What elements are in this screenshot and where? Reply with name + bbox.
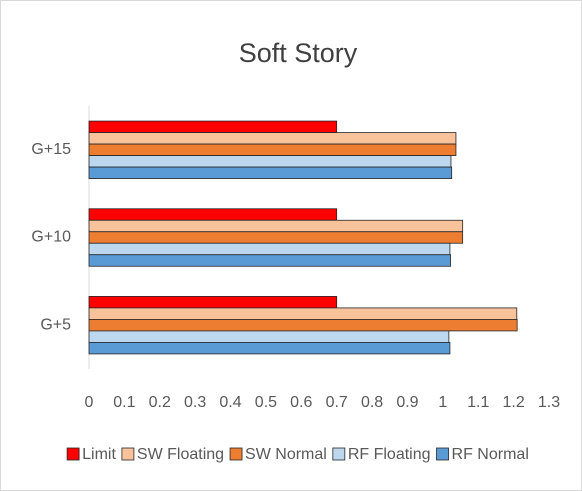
x-tick-label: 0.8 [361,394,383,411]
legend-label: RF Normal [452,446,529,463]
bar [88,208,338,221]
x-tick-label: 0.6 [290,394,312,411]
bar [88,254,452,267]
y-tick-label: G+5 [40,316,71,333]
bar [88,132,457,145]
x-tick-label: 0 [85,394,94,411]
x-tick-label: 0.3 [184,394,206,411]
bar [88,166,453,179]
legend-label: Limit [82,446,116,463]
legend-label: RF Floating [348,446,431,463]
legend-label: SW Floating [137,446,224,463]
legend-swatch [121,447,135,461]
x-tick-label: 0.5 [255,394,277,411]
legend-swatch [66,447,80,461]
y-tick-label: G+10 [31,229,71,246]
x-tick-label: 1.2 [502,394,524,411]
x-tick-label: 1.1 [467,394,489,411]
bar [88,296,338,309]
bar [88,120,338,133]
legend-label: SW Normal [245,446,327,463]
legend-swatch [436,447,449,461]
x-tick-label: 1.3 [538,394,560,411]
bar [88,143,457,156]
bar [88,330,450,343]
x-tick-label: 0.7 [326,394,348,411]
bar [88,342,451,355]
x-tick-label: 0.9 [396,394,418,411]
x-tick-label: 0.4 [219,394,241,411]
x-tick-label: 0.1 [113,394,135,411]
bar [88,242,451,256]
bar [88,155,452,168]
legend-swatch [332,447,346,461]
bar [88,219,464,233]
bar [88,231,464,244]
y-tick-label: G+15 [31,141,71,158]
bar [88,319,518,332]
bar [88,307,518,320]
chart-title: Soft Story [239,38,358,68]
x-tick-label: 0.2 [149,394,171,411]
x-tick-label: 1 [438,394,447,411]
legend-swatch [229,447,243,461]
